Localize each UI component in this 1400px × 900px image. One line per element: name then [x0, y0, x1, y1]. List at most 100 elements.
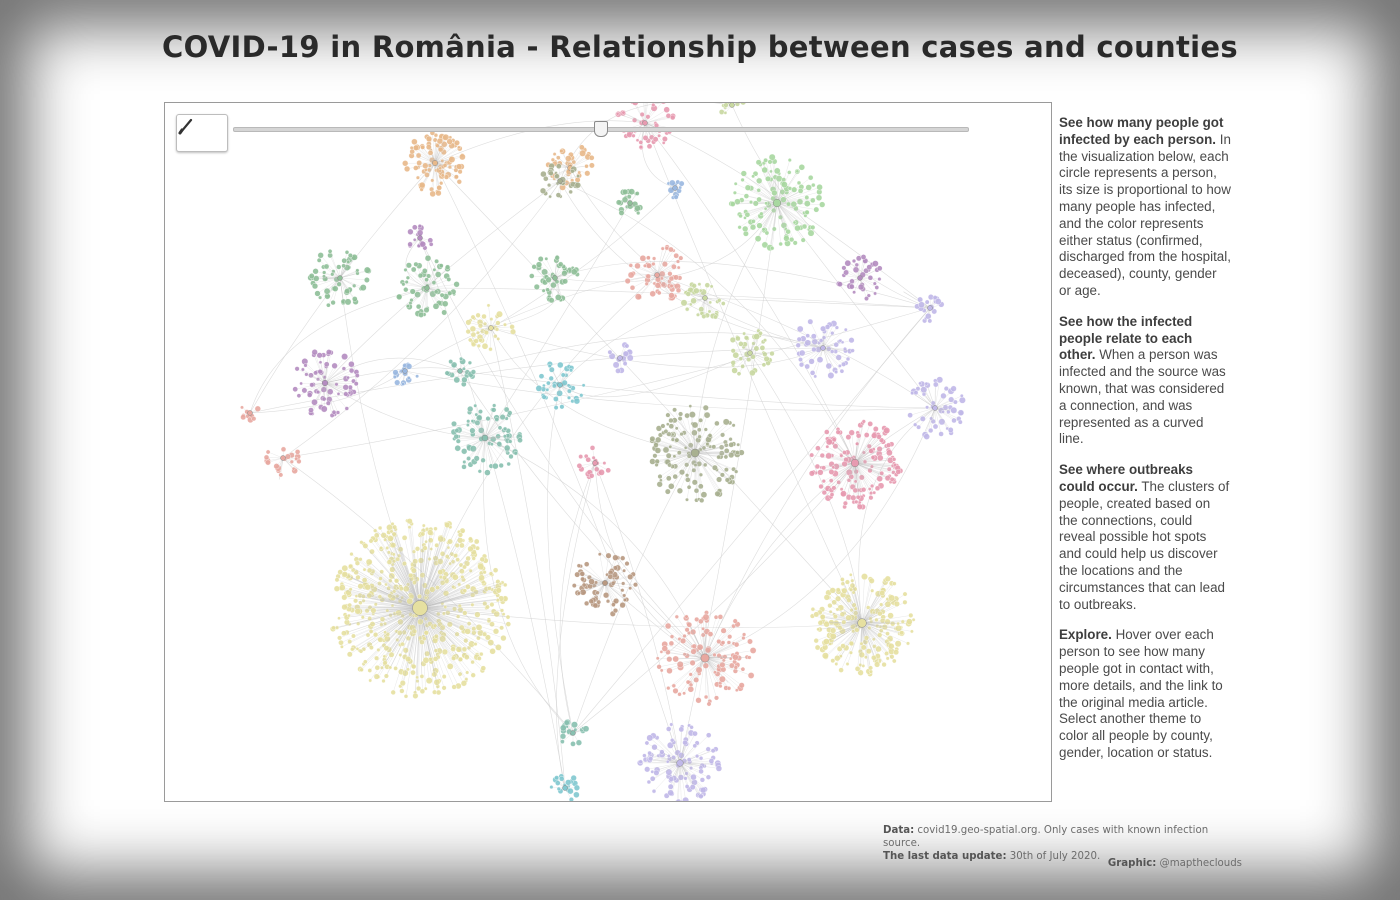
person-node[interactable] — [682, 691, 686, 696]
person-node[interactable] — [543, 175, 549, 182]
person-node[interactable] — [821, 479, 826, 484]
person-node[interactable] — [421, 268, 428, 274]
person-node[interactable] — [749, 647, 757, 654]
person-node[interactable] — [649, 290, 656, 298]
person-node[interactable] — [842, 450, 847, 455]
person-node[interactable] — [634, 293, 642, 301]
person-node[interactable] — [265, 449, 271, 455]
person-node[interactable] — [684, 627, 690, 633]
person-node[interactable] — [628, 263, 633, 268]
person-node[interactable] — [541, 288, 546, 293]
person-node[interactable] — [410, 669, 416, 676]
person-node[interactable] — [763, 355, 770, 362]
person-node[interactable] — [361, 598, 366, 603]
person-node[interactable] — [848, 650, 853, 655]
person-node[interactable] — [769, 169, 773, 174]
person-node[interactable] — [369, 621, 376, 627]
person-node[interactable] — [431, 280, 437, 285]
person-node[interactable] — [465, 670, 470, 675]
person-node[interactable] — [433, 633, 439, 639]
person-node[interactable] — [709, 284, 714, 289]
person-node[interactable] — [730, 348, 736, 354]
person-node[interactable] — [465, 329, 471, 335]
person-node[interactable] — [565, 155, 572, 162]
case-cluster[interactable] — [615, 188, 644, 216]
source-person-node[interactable] — [488, 325, 494, 331]
person-node[interactable] — [918, 381, 922, 386]
case-cluster[interactable] — [655, 610, 757, 707]
person-node[interactable] — [668, 640, 675, 647]
person-node[interactable] — [859, 641, 864, 646]
person-node[interactable] — [569, 368, 574, 373]
person-node[interactable] — [744, 211, 751, 218]
person-node[interactable] — [874, 617, 879, 623]
person-node[interactable] — [645, 114, 651, 120]
person-node[interactable] — [843, 327, 848, 332]
person-node[interactable] — [936, 376, 944, 384]
person-node[interactable] — [701, 313, 707, 319]
person-node[interactable] — [851, 258, 857, 264]
person-node[interactable] — [624, 561, 630, 567]
person-node[interactable] — [622, 361, 628, 366]
person-node[interactable] — [810, 333, 817, 340]
person-node[interactable] — [313, 370, 319, 376]
source-person-node[interactable] — [690, 448, 700, 458]
person-node[interactable] — [459, 153, 466, 161]
person-node[interactable] — [887, 612, 894, 619]
person-node[interactable] — [551, 383, 557, 389]
person-node[interactable] — [866, 605, 871, 610]
person-node[interactable] — [344, 406, 350, 411]
person-node[interactable] — [529, 273, 535, 279]
person-node[interactable] — [907, 412, 913, 419]
person-node[interactable] — [563, 719, 570, 726]
person-node[interactable] — [300, 367, 305, 372]
person-node[interactable] — [816, 183, 823, 191]
person-node[interactable] — [501, 612, 506, 617]
person-node[interactable] — [855, 494, 861, 500]
person-node[interactable] — [697, 282, 702, 287]
person-node[interactable] — [404, 165, 411, 173]
person-node[interactable] — [496, 336, 501, 341]
person-node[interactable] — [656, 290, 662, 296]
person-node[interactable] — [431, 671, 438, 678]
person-node[interactable] — [615, 368, 621, 374]
person-node[interactable] — [416, 685, 422, 692]
person-node[interactable] — [712, 464, 718, 471]
person-node[interactable] — [354, 373, 360, 378]
person-node[interactable] — [430, 178, 435, 183]
person-node[interactable] — [576, 563, 582, 568]
case-cluster[interactable] — [666, 179, 685, 200]
person-node[interactable] — [545, 387, 550, 392]
person-node[interactable] — [399, 688, 405, 694]
person-node[interactable] — [406, 375, 411, 380]
person-node[interactable] — [465, 583, 471, 590]
person-node[interactable] — [432, 267, 437, 272]
person-node[interactable] — [913, 390, 919, 396]
person-node[interactable] — [401, 382, 405, 386]
person-node[interactable] — [579, 149, 586, 157]
person-node[interactable] — [553, 405, 559, 410]
person-node[interactable] — [805, 333, 811, 338]
person-node[interactable] — [327, 248, 333, 254]
person-node[interactable] — [868, 665, 873, 671]
person-node[interactable] — [666, 726, 672, 732]
person-node[interactable] — [335, 410, 341, 415]
person-node[interactable] — [435, 689, 442, 696]
person-node[interactable] — [735, 688, 739, 693]
person-node[interactable] — [672, 687, 679, 694]
source-person-node[interactable] — [702, 295, 708, 301]
person-node[interactable] — [707, 631, 714, 637]
person-node[interactable] — [479, 651, 484, 657]
person-node[interactable] — [347, 639, 353, 644]
person-node[interactable] — [447, 164, 452, 170]
person-node[interactable] — [698, 483, 704, 490]
person-node[interactable] — [823, 594, 830, 601]
person-node[interactable] — [620, 588, 625, 593]
person-node[interactable] — [581, 582, 587, 588]
person-node[interactable] — [947, 427, 954, 433]
person-node[interactable] — [294, 456, 299, 461]
person-node[interactable] — [879, 470, 885, 476]
person-node[interactable] — [498, 581, 503, 586]
person-node[interactable] — [568, 189, 573, 195]
person-node[interactable] — [314, 290, 321, 297]
